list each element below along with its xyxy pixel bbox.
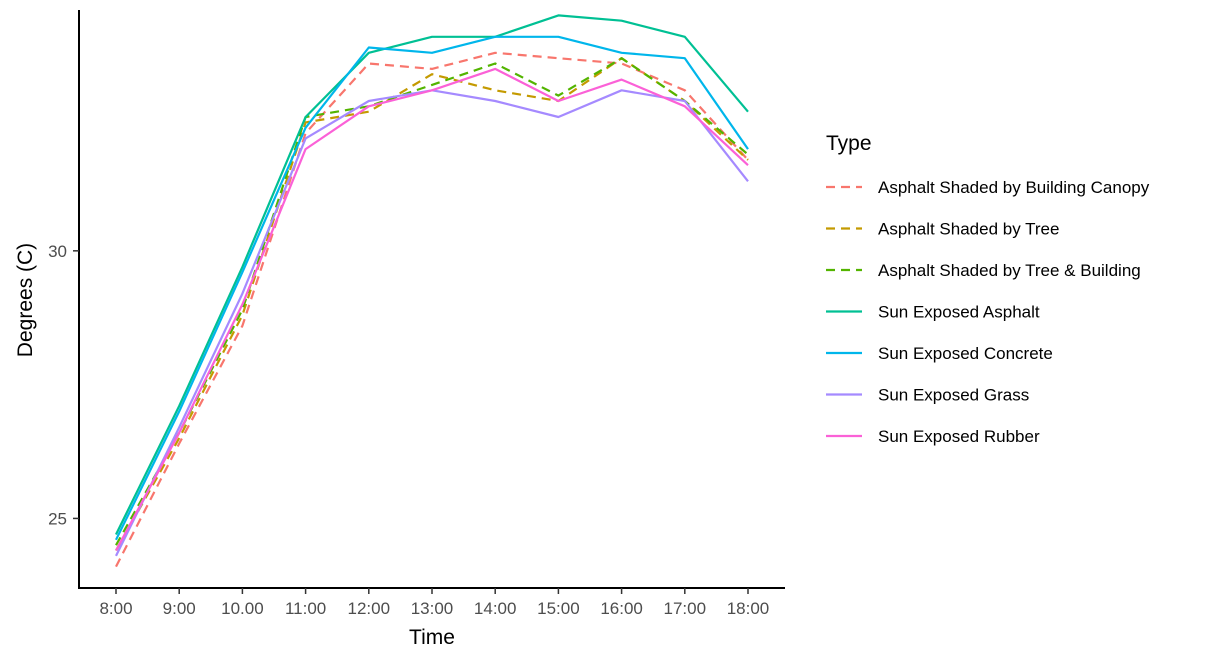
legend-item: Sun Exposed Concrete [826,344,1053,363]
x-tick-label: 10.00 [221,599,264,618]
x-tick-label: 15:00 [537,599,580,618]
legend-label: Asphalt Shaded by Tree [878,220,1059,239]
x-tick-label: 18:00 [727,599,770,618]
series-line [115,67,749,552]
legend-label: Sun Exposed Concrete [878,344,1053,363]
x-axis-title: Time [409,626,455,649]
x-axis-ticks: 8:00 9:00 10.00 11:00 12:00 13:00 14:00 15:00 16… [99,588,769,618]
legend-item: Asphalt Shaded by Tree & Building [826,261,1141,280]
x-tick-label: 16:00 [600,599,643,618]
legend-label: Sun Exposed Grass [878,386,1029,405]
x-tick-label: 9:00 [163,599,196,618]
y-tick-label: 30 [48,242,67,261]
x-tick-label: 11:00 [285,599,326,618]
series-line [115,57,749,552]
x-tick-label: 12:00 [348,599,391,618]
legend-label: Asphalt Shaded by Tree & Building [878,261,1141,280]
legend-label: Sun Exposed Rubber [878,427,1040,446]
series-line [115,14,749,535]
y-axis-ticks: 25 30 [48,242,79,528]
y-tick-label: 25 [48,509,67,528]
series-line [115,35,749,541]
x-tick-label: 13:00 [411,599,454,618]
legend-item: Sun Exposed Asphalt [826,303,1040,322]
legend-label: Sun Exposed Asphalt [878,303,1040,322]
series-line [115,51,749,568]
x-tick-label: 17:00 [664,599,707,618]
legend-item: Asphalt Shaded by Building Canopy [826,178,1150,197]
legend-item: Sun Exposed Grass [826,386,1029,405]
plot-area: 25 30 8:00 9:00 10.00 11:00 12:00 13:00 14:00 15… [48,10,785,618]
legend-items: Asphalt Shaded by Building Canopy Asphalt… [826,178,1150,446]
series-line [115,89,749,557]
x-tick-label: 8:00 [99,599,132,618]
legend-item: Asphalt Shaded by Tree [826,220,1059,239]
legend: Type Asphalt Shaded by Building CanopyAs… [826,132,1150,446]
legend-label: Asphalt Shaded by Building Canopy [878,178,1150,197]
x-tick-label: 14:00 [474,599,517,618]
series-line [115,57,749,546]
series-layer [115,14,749,568]
legend-title: Type [826,132,872,155]
legend-item: Sun Exposed Rubber [826,427,1040,446]
y-axis-title: Degrees (C) [14,243,37,357]
